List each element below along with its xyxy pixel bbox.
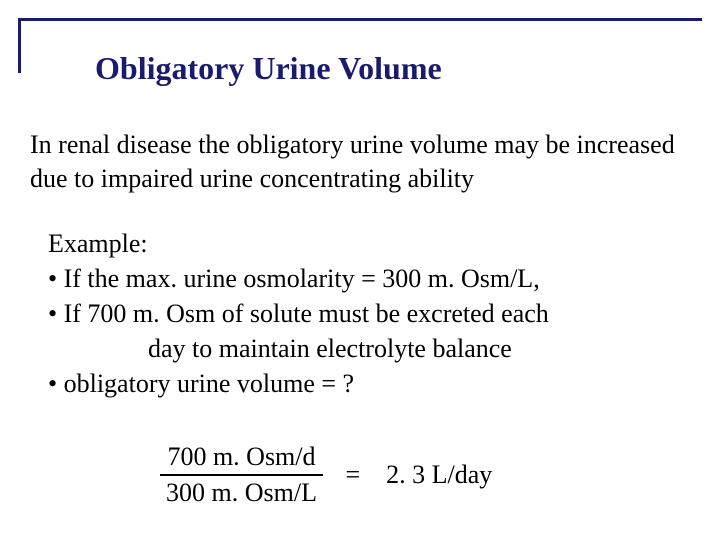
equals-result: = 2. 3 L/day (345, 460, 492, 490)
equals-sign: = (345, 460, 360, 489)
corner-accent (18, 18, 73, 73)
example-bullet-3: • obligatory urine volume = ? (48, 366, 710, 401)
example-block: Example: • If the max. urine osmolarity … (48, 226, 710, 401)
denominator: 300 m. Osm/L (160, 476, 323, 508)
example-bullet-1: • If the max. urine osmolarity = 300 m. … (48, 261, 710, 296)
example-bullet-2-cont: day to maintain electrolyte balance (48, 331, 710, 366)
top-line-accent (70, 18, 702, 21)
numerator: 700 m. Osm/d (160, 442, 323, 476)
intro-text: In renal disease the obligatory urine vo… (30, 128, 710, 196)
example-bullet-2: • If 700 m. Osm of solute must be excret… (48, 296, 710, 331)
result-value: 2. 3 L/day (386, 460, 492, 489)
example-heading: Example: (48, 226, 710, 261)
formula: 700 m. Osm/d 300 m. Osm/L = 2. 3 L/day (160, 442, 680, 508)
fraction: 700 m. Osm/d 300 m. Osm/L (160, 442, 323, 508)
slide-title: Obligatory Urine Volume (95, 50, 442, 87)
